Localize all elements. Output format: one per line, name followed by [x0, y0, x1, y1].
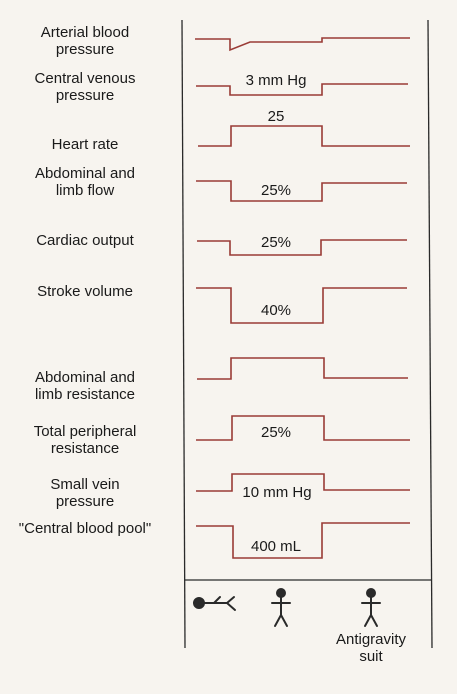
value-stroke-volume: 40% [260, 302, 292, 319]
trace-central-blood-pool [196, 522, 410, 559]
label-central-blood-pool: "Central blood pool" [18, 520, 152, 537]
label-abdominal-limb-resistance: Abdominal and limb resistance [34, 369, 136, 403]
supine-figure-icon [193, 596, 236, 611]
trace-small-vein-pressure [196, 473, 410, 492]
trace-arterial-blood-pressure [195, 37, 410, 52]
standing-figure-icon [271, 588, 291, 627]
value-abdominal-limb-flow: 25% [260, 182, 292, 199]
label-total-peripheral-resistance: Total peripheral resistance [33, 423, 137, 457]
value-total-peripheral-resistance: 25% [260, 424, 292, 441]
caption-antigravity-suit: Antigravity suit [335, 631, 407, 665]
label-abdominal-limb-flow: Abdominal and limb flow [34, 165, 136, 199]
label-central-venous-pressure: Central venous pressure [34, 70, 136, 104]
trace-cardiac-output [197, 239, 407, 256]
trace-total-peripheral-resistance [196, 415, 410, 441]
trace-central-venous-pressure [196, 83, 408, 96]
standing-figure-icon [361, 588, 381, 627]
label-arterial-blood-pressure: Arterial blood pressure [40, 24, 130, 58]
label-small-vein-pressure: Small vein pressure [50, 476, 120, 510]
label-heart-rate: Heart rate [51, 136, 119, 153]
value-cardiac-output: 25% [260, 234, 292, 251]
trace-heart-rate [198, 125, 410, 147]
value-small-vein-pressure: 10 mm Hg [242, 484, 312, 501]
value-heart-rate: 25 [267, 108, 285, 125]
trace-abdominal-limb-flow [196, 180, 407, 202]
value-central-venous-pressure: 3 mm Hg [245, 72, 307, 89]
right-axis-line [427, 19, 433, 649]
trace-abdominal-limb-resistance [197, 357, 408, 380]
label-cardiac-output: Cardiac output [36, 232, 134, 249]
label-stroke-volume: Stroke volume [37, 283, 133, 300]
trace-stroke-volume [196, 287, 407, 324]
value-central-blood-pool: 400 mL [250, 538, 302, 555]
left-axis-line [181, 19, 186, 649]
